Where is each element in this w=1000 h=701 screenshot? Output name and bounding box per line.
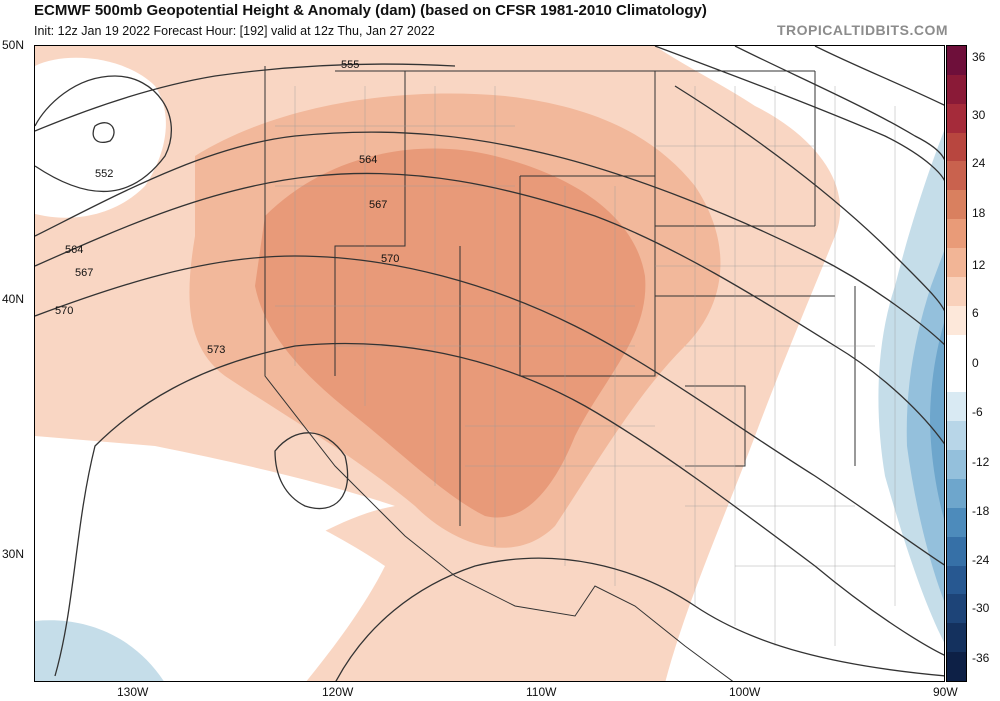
negative-anomaly-region-pacific (35, 620, 164, 681)
near-normal-region-southwest (35, 472, 385, 681)
colorbar-segment (947, 507, 966, 538)
colorbar-segment (947, 536, 966, 567)
colorbar-segment (947, 46, 966, 76)
colorbar (946, 45, 967, 682)
colorbar-label: -6 (972, 405, 983, 419)
colorbar-segment (947, 392, 966, 422)
colorbar-label: 36 (972, 50, 986, 64)
negative-anomaly-mid-region-east (906, 251, 944, 601)
colorbar-label: 6 (972, 306, 979, 320)
lon-label-100w: 100W (729, 685, 761, 699)
contour-label: 555 (341, 59, 359, 71)
colorbar-label: 18 (972, 206, 986, 220)
chart-title: ECMWF 500mb Geopotential Height & Anomal… (34, 2, 707, 19)
positive-anomaly-strong-region (255, 148, 646, 518)
colorbar-segment (947, 190, 966, 220)
forecast-info: Init: 12z Jan 19 2022 Forecast Hour: [19… (34, 24, 435, 38)
colorbar-label: 12 (972, 258, 986, 272)
colorbar-segment (947, 623, 966, 653)
lon-label-110w: 110W (526, 685, 557, 699)
colorbar-label: -36 (972, 651, 990, 665)
colorbar-segment (947, 103, 966, 134)
map-panel: 555 552 564 567 564 567 570 570 573 (34, 45, 945, 682)
contour-label: 570 (55, 305, 73, 317)
lon-label-130w: 130W (117, 685, 149, 699)
colorbar-segment (947, 74, 966, 105)
negative-anomaly-strong-region-east (930, 322, 944, 519)
colorbar-label: -18 (972, 504, 990, 518)
colorbar-segment (947, 276, 966, 307)
height-contours (35, 46, 944, 681)
colorbar-segment (947, 334, 966, 364)
colorbar-segment (947, 421, 966, 451)
colorbar-segment (947, 565, 966, 595)
colorbar-segment (947, 363, 966, 393)
county-lines (275, 86, 896, 646)
contour-label: 567 (369, 199, 387, 211)
contour-label: 573 (207, 344, 225, 356)
colorbar-segment (947, 161, 966, 191)
colorbar-segment (947, 219, 966, 249)
colorbar-label: 30 (972, 108, 986, 122)
contour-label: 564 (359, 154, 377, 166)
colorbar-label: -12 (972, 455, 990, 469)
near-normal-region-northwest (35, 57, 166, 218)
contour-label: 564 (65, 244, 83, 256)
colorbar-segment (947, 652, 966, 682)
political-boundaries (264, 66, 856, 681)
colorbar-segment (947, 248, 966, 278)
lon-label-120w: 120W (322, 685, 354, 699)
lat-label-50n: 50N (2, 38, 25, 52)
colorbar-segment (947, 305, 966, 336)
colorbar-label: -24 (972, 553, 990, 567)
colorbar-label: 24 (972, 156, 986, 170)
lat-label-30n: 30N (2, 547, 25, 561)
colorbar-segment (947, 478, 966, 509)
colorbar-label: 0 (972, 356, 979, 370)
site-brand: TROPICALTIDBITS.COM (776, 22, 948, 38)
contour-label-group: 555 552 564 567 564 567 570 570 573 (55, 59, 399, 356)
lon-label-90w: 90W (933, 685, 958, 699)
colorbar-segment (947, 450, 966, 480)
contour-label: 567 (75, 267, 93, 279)
contour-label: 552 (95, 168, 113, 180)
anomaly-map: 555 552 564 567 564 567 570 570 573 (35, 46, 944, 681)
colorbar-label: -30 (972, 601, 990, 615)
contour-label: 570 (381, 253, 399, 265)
colorbar-segment (947, 132, 966, 162)
lat-label-40n: 40N (2, 292, 25, 306)
near-normal-region-east (655, 46, 944, 681)
colorbar-segment (947, 594, 966, 624)
